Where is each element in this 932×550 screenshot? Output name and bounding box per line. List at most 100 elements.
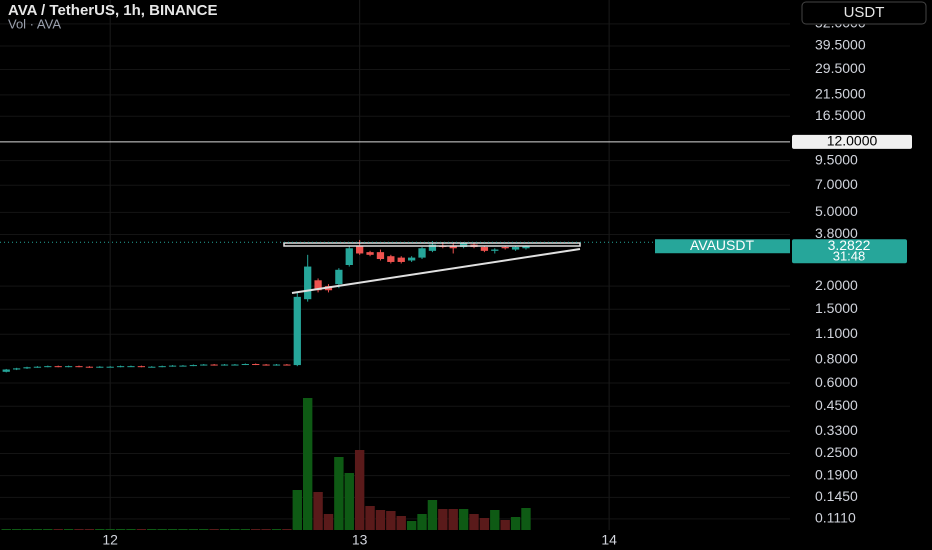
- y-tick-label: 1.5000: [815, 300, 858, 316]
- volume-bar: [178, 529, 188, 530]
- volume-bar: [251, 529, 261, 530]
- volume-bar: [43, 529, 53, 530]
- candle-body: [179, 365, 187, 367]
- trend-line: [291, 248, 581, 294]
- candle-body: [366, 252, 374, 255]
- volume-bar: [292, 490, 302, 530]
- volume-layer: [1, 398, 531, 530]
- symbol-label: AVAUSDT: [690, 237, 754, 253]
- volume-bar: [230, 529, 240, 530]
- candle-body: [200, 364, 208, 366]
- candle-body: [148, 366, 156, 368]
- x-tick-label: 13: [352, 532, 368, 548]
- volume-bar: [199, 529, 209, 530]
- candle-body: [387, 256, 395, 262]
- candle-body: [262, 364, 270, 366]
- candle-body: [397, 257, 405, 262]
- volume-bar: [313, 492, 323, 530]
- candle-body: [158, 366, 166, 368]
- candle-body: [23, 367, 31, 369]
- volume-bar: [219, 529, 230, 530]
- volume-bar: [521, 508, 531, 530]
- candle-body: [241, 364, 249, 366]
- last-price-label: 3.2822: [828, 237, 871, 253]
- candle-body: [54, 366, 62, 368]
- candle-body: [449, 245, 457, 249]
- y-tick-label: 2.0000: [815, 277, 858, 293]
- volume-bar: [209, 529, 219, 530]
- x-tick-label: 12: [102, 532, 118, 548]
- candle-body: [522, 246, 530, 249]
- currency-button-label[interactable]: USDT: [844, 4, 885, 21]
- volume-bar: [282, 529, 292, 530]
- candle-body: [283, 364, 291, 366]
- candle-body: [231, 364, 239, 366]
- volume-bar: [417, 514, 427, 530]
- volume-bar: [323, 514, 334, 530]
- horizontal-line-label: 12.0000: [827, 133, 878, 149]
- symbol-tag: [655, 239, 790, 254]
- candle-body: [314, 280, 322, 291]
- volume-bar: [438, 509, 448, 530]
- volume-bar: [386, 511, 396, 530]
- volume-bar: [406, 521, 417, 530]
- candle-body: [64, 366, 73, 368]
- candle-body: [407, 257, 416, 261]
- volume-bar: [63, 529, 74, 530]
- volume-bar: [365, 506, 375, 530]
- x-tick-label: 14: [601, 532, 617, 548]
- candle-body: [491, 249, 499, 251]
- candle-body: [137, 366, 146, 368]
- range-rectangle: [283, 242, 581, 247]
- volume-bar: [1, 529, 11, 530]
- y-tick-label: 0.1900: [815, 466, 858, 482]
- candle-body: [189, 365, 197, 367]
- volume-bar: [375, 510, 386, 530]
- last-price-tag: [792, 239, 907, 264]
- volume-bar: [500, 520, 510, 530]
- volume-bar: [105, 529, 115, 530]
- candle-body: [459, 243, 468, 248]
- volume-bar: [22, 529, 32, 530]
- candle-body: [501, 247, 509, 249]
- y-tick-label: 29.5000: [815, 60, 866, 76]
- candle-body: [272, 364, 281, 366]
- y-tick-label: 0.1110: [815, 510, 856, 526]
- y-tick-label: 21.5000: [815, 86, 866, 102]
- candle-body: [304, 266, 312, 300]
- volume-bar: [396, 516, 406, 530]
- volume-bar: [469, 514, 479, 530]
- candle-body: [33, 366, 42, 368]
- candle-body: [127, 366, 135, 368]
- candle-body: [376, 252, 385, 260]
- candle-body: [210, 364, 218, 366]
- volume-bar: [188, 529, 199, 530]
- candle-body: [168, 365, 177, 367]
- y-tick-label: 0.3300: [815, 422, 858, 438]
- volume-bar: [510, 517, 521, 530]
- currency-button[interactable]: [801, 1, 927, 25]
- candle-body: [252, 364, 260, 366]
- volume-bar: [157, 529, 167, 530]
- volume-bar: [147, 529, 157, 530]
- volume-bar: [334, 457, 344, 530]
- y-tick-label: 0.6000: [815, 374, 858, 390]
- candle-body: [480, 247, 489, 251]
- y-tick-label: 0.1450: [815, 488, 858, 504]
- candle-body: [428, 244, 437, 251]
- candle-body: [2, 369, 10, 372]
- candle-body: [418, 248, 426, 258]
- candle-body: [356, 245, 364, 254]
- candle-body: [345, 248, 353, 265]
- candle-body: [293, 296, 301, 366]
- countdown-label: 31:48: [833, 249, 866, 264]
- volume-bar: [136, 529, 147, 530]
- candle-body: [85, 366, 94, 368]
- volume-bar: [53, 529, 63, 530]
- volume-bar: [167, 529, 178, 530]
- y-tick-label: 0.2500: [815, 444, 858, 460]
